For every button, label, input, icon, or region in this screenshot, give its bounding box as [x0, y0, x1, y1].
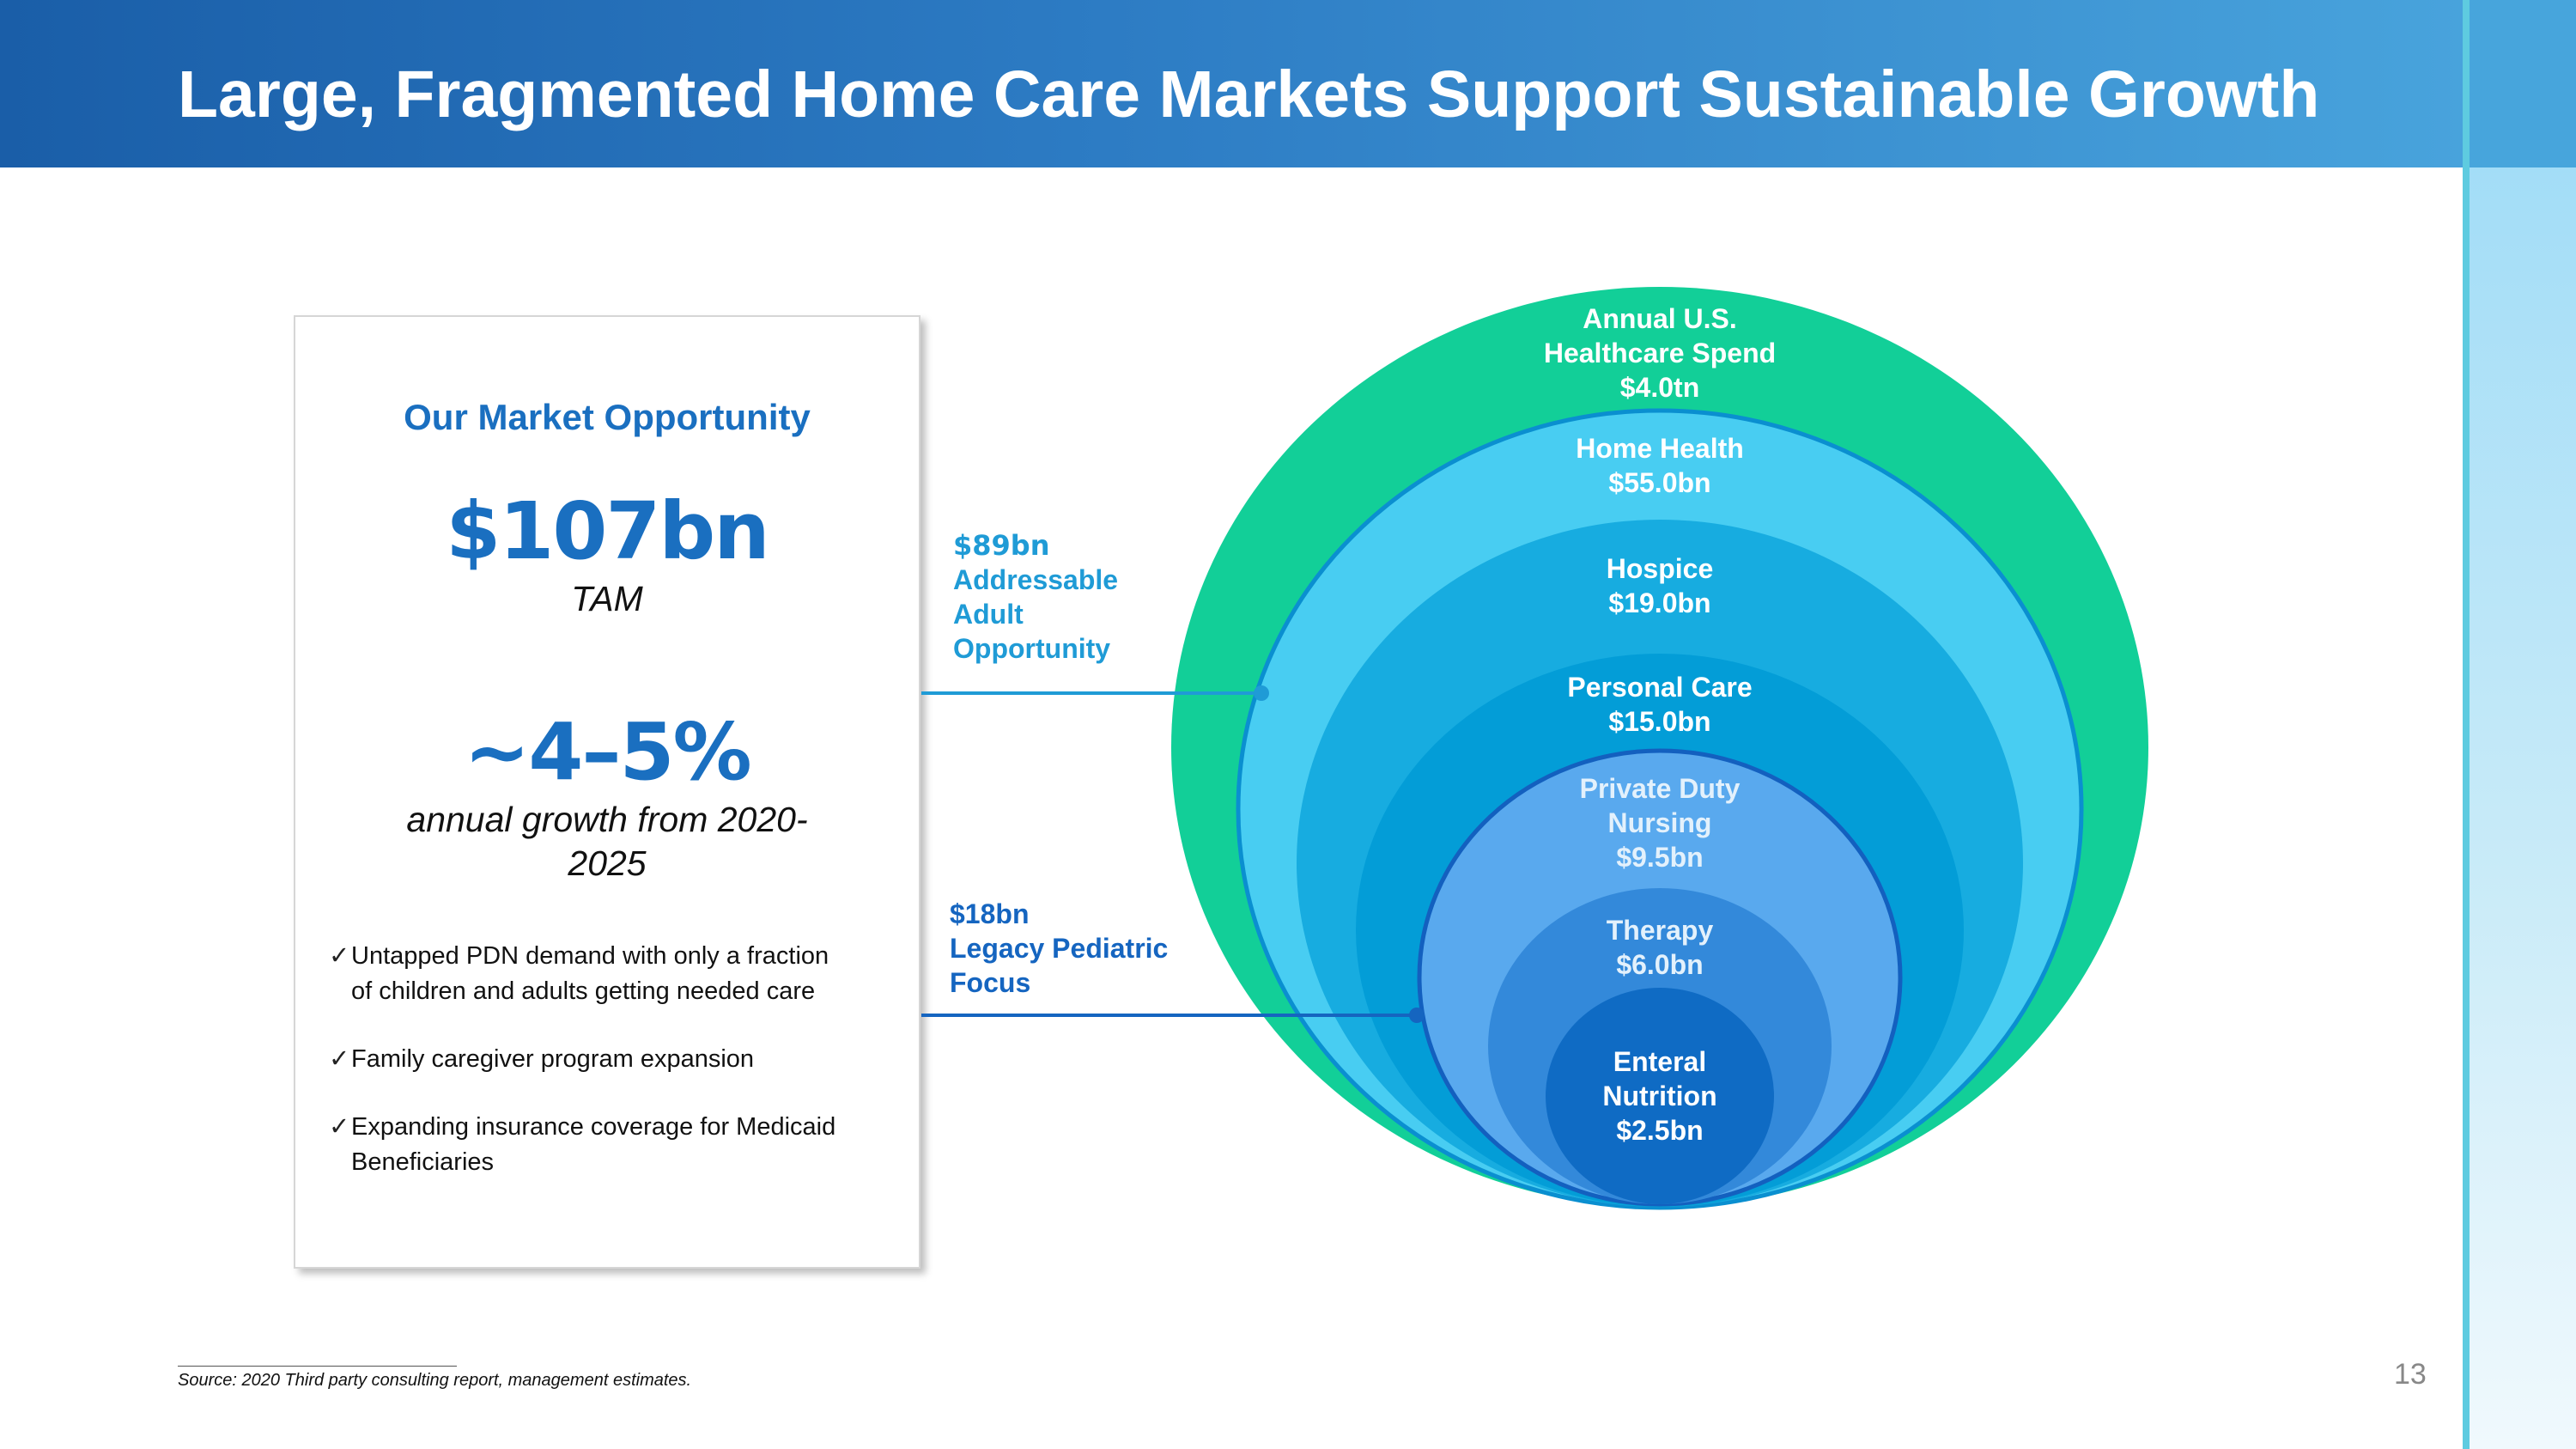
pediatric-connector-dot	[1409, 1008, 1425, 1023]
ring-label-therapy: Therapy $6.0bn	[1402, 913, 1917, 982]
ring-value: $2.5bn	[1616, 1115, 1704, 1146]
page-title: Large, Fragmented Home Care Markets Supp…	[178, 58, 2320, 131]
accent-stripe	[2463, 0, 2470, 1449]
callout-text: Adult	[953, 599, 1024, 630]
growth-value: ~4–5%	[464, 706, 751, 798]
ring-label-private-duty-nursing: Private Duty Nursing $9.5bn	[1402, 771, 1917, 874]
ring-label-text: Nursing	[1607, 807, 1712, 838]
adult-opportunity-callout: $89bn Addressable Adult Opportunity	[953, 528, 1118, 666]
growth-label: annual growth from 2020- 2025	[295, 798, 919, 886]
ring-label-text: Nutrition	[1602, 1081, 1717, 1111]
pediatric-callout: $18bn Legacy Pediatric Focus	[950, 897, 1168, 1000]
growth-label-line1: annual growth from 2020-	[406, 800, 808, 839]
ring-value: $9.5bn	[1616, 842, 1704, 873]
ring-value: $4.0tn	[1619, 372, 1700, 403]
callout-text: Addressable	[953, 564, 1119, 595]
ring-label-hospice: Hospice $19.0bn	[1402, 551, 1917, 620]
ring-label-enteral-nutrition: Enteral Nutrition $2.5bn	[1402, 1044, 1917, 1148]
bullet-text: Beneficiaries	[351, 1148, 495, 1176]
growth-label-line2: 2025	[568, 843, 647, 883]
ring-label-text: Home Health	[1576, 433, 1744, 464]
pediatric-value: $18bn	[950, 898, 1030, 929]
bullet-text: of children and adults getting needed ca…	[351, 977, 816, 1005]
bullet-text: Expanding insurance coverage for Medicai…	[351, 1113, 836, 1141]
bullet-text: Untapped PDN demand with only a fraction	[351, 942, 829, 970]
bullet-text: Family caregiver program expansion	[351, 1045, 755, 1073]
right-side-panel	[2470, 167, 2576, 1449]
ring-value: $15.0bn	[1608, 706, 1711, 737]
right-header-panel	[2470, 0, 2576, 167]
check-icon: ✓	[329, 942, 350, 970]
ring-value: $55.0bn	[1608, 467, 1711, 498]
ring-label-text: Private Duty	[1579, 773, 1741, 804]
source-footnote: Source: 2020 Third party consulting repo…	[178, 1371, 692, 1390]
callout-text: Legacy Pediatric	[950, 933, 1169, 964]
adult-connector-dot	[1254, 685, 1269, 701]
ring-value: $19.0bn	[1608, 588, 1711, 618]
page-number: 13	[2394, 1358, 2427, 1391]
adult-opportunity-value: $89bn	[953, 529, 1050, 562]
market-opportunity-card: Our Market Opportunity $107bn TAM ~4–5% …	[294, 315, 920, 1269]
ring-value: $6.0bn	[1616, 949, 1704, 980]
ring-label-text: Hospice	[1606, 553, 1714, 584]
check-icon: ✓	[329, 1113, 350, 1141]
card-title: Our Market Opportunity	[404, 397, 811, 437]
ring-label-text: Personal Care	[1567, 672, 1753, 703]
ring-label-text: Annual U.S.	[1583, 303, 1737, 334]
callout-text: Focus	[950, 967, 1031, 998]
tam-label: TAM	[571, 579, 643, 618]
footnote-divider	[178, 1366, 457, 1367]
check-icon: ✓	[329, 1045, 350, 1073]
ring-label-text: Healthcare Spend	[1543, 338, 1777, 368]
ring-label-text: Enteral	[1613, 1046, 1707, 1077]
ring-label-home-health: Home Health $55.0bn	[1402, 431, 1917, 500]
ring-enteral-nutrition	[1546, 988, 1774, 1204]
header-bar	[0, 0, 2464, 167]
ring-label-personal-care: Personal Care $15.0bn	[1402, 670, 1917, 739]
ring-label-healthcare-spend: Annual U.S. Healthcare Spend $4.0tn	[1402, 301, 1917, 405]
ring-label-text: Therapy	[1606, 915, 1714, 946]
callout-text: Opportunity	[953, 633, 1111, 664]
tam-value: $107bn	[446, 485, 769, 577]
